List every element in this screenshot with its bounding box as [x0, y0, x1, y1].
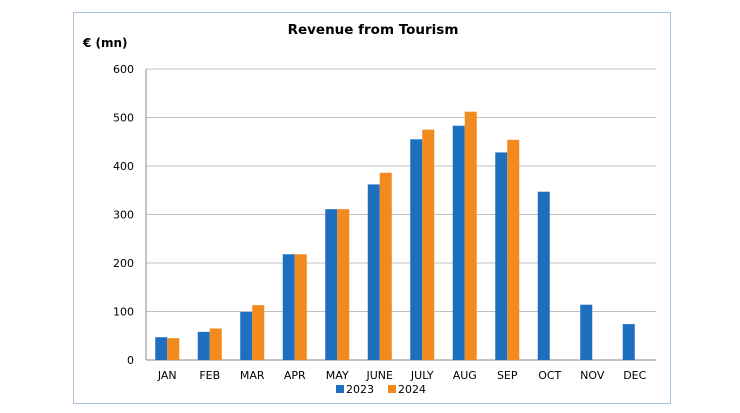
bar-2023-sep — [495, 152, 508, 360]
y-tick-label: 600 — [113, 63, 134, 76]
x-tick-label: JULY — [410, 369, 434, 382]
y-axis-label: € (mn) — [82, 36, 128, 50]
y-tick-labels: 0 100 200 300 400 500 600 — [113, 63, 134, 367]
y-tick-label: 500 — [113, 112, 134, 125]
y-tick-label: 400 — [113, 160, 134, 173]
x-tick-label: OCT — [538, 369, 561, 382]
bar-2023-mar — [240, 311, 253, 360]
y-tick-label: 100 — [113, 306, 134, 319]
bar-2024-may — [337, 209, 350, 360]
bar-2023-dec — [622, 324, 635, 360]
bar-2024-aug — [464, 111, 477, 361]
y-tick-label: 0 — [127, 354, 134, 367]
bar-2023-nov — [580, 304, 593, 360]
bar-2023-july — [410, 139, 423, 360]
legend: 2023 2024 — [336, 383, 426, 396]
bar-2024-june — [379, 172, 392, 360]
x-tick-labels: JAN FEB MAR APR MAY JUNE JULY AUG SEP OCT NOV DEC — [157, 369, 647, 382]
bar-2023-apr — [282, 254, 295, 360]
y-tick-label: 300 — [113, 209, 134, 222]
bar-2024-feb — [209, 328, 222, 360]
x-tick-label: MAR — [240, 369, 265, 382]
bar-2024-july — [422, 129, 435, 360]
chart-svg: Revenue from Tourism € (mn) 0 100 200 300 40… — [82, 22, 656, 396]
legend-label-2024: 2024 — [398, 383, 426, 396]
bar-2024-sep — [507, 139, 520, 360]
bar-2023-may — [325, 209, 338, 360]
bar-2024-apr — [294, 254, 307, 360]
x-tick-label: AUG — [453, 369, 477, 382]
x-tick-label: SEP — [497, 369, 518, 382]
x-tick-label: JUNE — [366, 369, 394, 382]
chart-frame: Revenue from Tourism € (mn) 0 100 200 300 40… — [73, 12, 671, 404]
y-tick-label: 200 — [113, 257, 134, 270]
bar-2023-june — [367, 184, 380, 360]
x-tick-label: DEC — [623, 369, 646, 382]
legend-swatch-2024 — [388, 385, 396, 393]
x-tick-label: APR — [284, 369, 306, 382]
grid-lines — [145, 68, 656, 361]
x-tick-label: JAN — [157, 369, 177, 382]
bar-2023-jan — [155, 337, 168, 360]
x-tick-label: MAY — [326, 369, 349, 382]
legend-label-2023: 2023 — [346, 383, 374, 396]
bar-2023-aug — [452, 125, 465, 361]
x-tick-label: NOV — [580, 369, 605, 382]
bar-2023-oct — [537, 191, 550, 360]
bar-2024-mar — [252, 305, 265, 360]
bar-2024-jan — [167, 338, 180, 360]
bar-2023-feb — [197, 331, 210, 360]
legend-swatch-2023 — [336, 385, 344, 393]
x-tick-label: FEB — [199, 369, 220, 382]
chart-title: Revenue from Tourism — [288, 22, 459, 38]
bars — [155, 111, 635, 361]
